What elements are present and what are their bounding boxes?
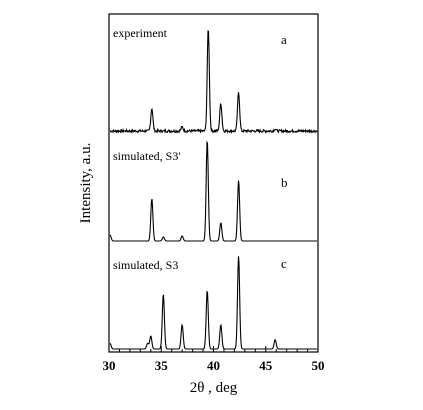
- x-tick-label: 50: [312, 358, 325, 373]
- series-2: simulated, S3' b: [109, 140, 317, 242]
- series-name-label: simulated, S3': [113, 149, 181, 163]
- series-line: [109, 30, 318, 135]
- x-tick-label: 35: [155, 358, 169, 373]
- panel-letter-label: b: [281, 175, 288, 190]
- panel-letter-label: a: [281, 32, 287, 47]
- series-name-label: simulated, S3: [113, 258, 178, 272]
- series-1: experiment a: [109, 26, 318, 135]
- x-tick-label: 30: [103, 358, 116, 373]
- series-group: experiment a simulated, S3' b simulated, S3 c: [109, 26, 318, 350]
- x-tick-label: 45: [259, 358, 273, 373]
- x-tick-label: 40: [207, 358, 220, 373]
- series-line: [109, 256, 317, 350]
- x-axis-tick-labels: 30 35 40 45 50: [103, 358, 325, 373]
- panel-letter-label: c: [281, 256, 287, 271]
- y-axis-label: Intensity, a.u.: [78, 143, 94, 224]
- series-3: simulated, S3 c: [109, 256, 317, 350]
- series-name-label: experiment: [113, 26, 168, 40]
- series-line: [109, 140, 317, 242]
- x-axis-label: 2θ , deg: [190, 380, 238, 396]
